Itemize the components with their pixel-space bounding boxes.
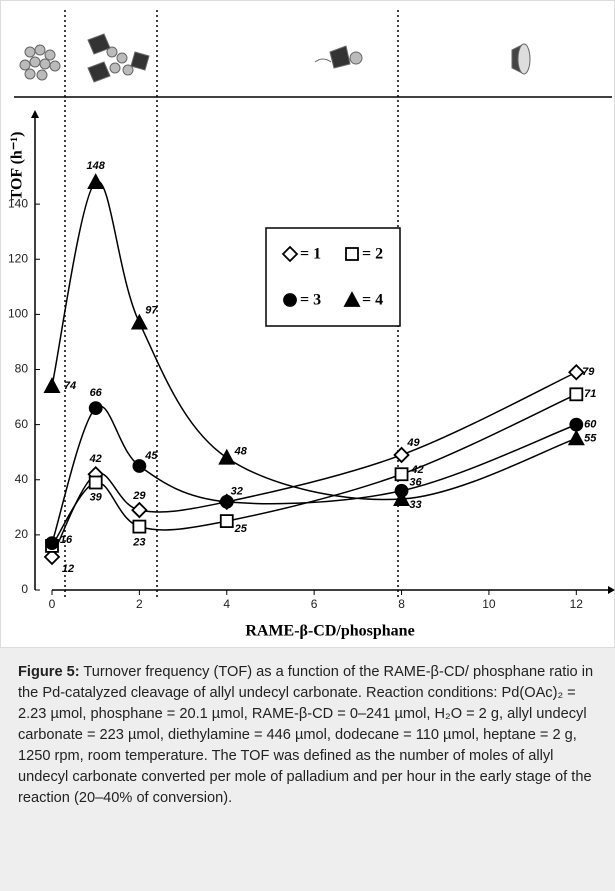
marker: [45, 536, 59, 551]
value-label: 29: [132, 490, 146, 502]
value-label: 12: [62, 563, 74, 575]
y-tick-label: 40: [15, 472, 29, 486]
marker: [393, 446, 410, 464]
value-label: 45: [144, 450, 158, 462]
marker: [569, 387, 584, 402]
y-tick-label: 120: [8, 251, 28, 265]
marker: [569, 417, 584, 432]
icons: [19, 33, 531, 83]
x-tick-label: 12: [570, 597, 584, 611]
legend: [265, 227, 401, 327]
marker: [88, 401, 103, 415]
y-tick-label: 20: [15, 527, 29, 541]
value-label: 66: [90, 387, 103, 399]
value-label: 79: [582, 366, 595, 378]
y-tick-label: 60: [15, 417, 29, 431]
legend-marker: [345, 247, 359, 261]
value-label: 42: [410, 464, 423, 476]
value-label: 33: [409, 499, 421, 511]
value-label: 71: [584, 388, 596, 400]
y-tick-label: 80: [15, 362, 29, 376]
y-tick-label: 0: [21, 582, 28, 596]
x-tick-label: 0: [49, 597, 56, 611]
value-label: 60: [584, 419, 597, 431]
y-tick-label: 100: [8, 307, 28, 321]
marker: [393, 490, 411, 506]
x-tick-label: 6: [311, 597, 318, 611]
marker: [131, 501, 148, 519]
marker: [87, 173, 105, 189]
y-axis-label: TOF (h⁻¹): [9, 132, 26, 201]
x-tick-label: 4: [223, 597, 230, 611]
chart: TOF (h⁻¹) RAME-β-CD/phosphane 0204060801…: [0, 0, 615, 648]
legend-marker: [281, 245, 299, 263]
value-label: 42: [89, 453, 102, 465]
legend-marker: [283, 293, 297, 307]
x-tick-label: 10: [482, 597, 496, 611]
marker: [219, 514, 234, 528]
marker: [218, 448, 236, 465]
legend-label: = 1: [300, 246, 321, 263]
caption: Figure 5: Turnover frequency (TOF) as a …: [0, 648, 615, 891]
series-line: [51, 405, 577, 544]
legend-label: = 2: [362, 246, 383, 263]
value-label: 49: [406, 437, 420, 449]
x-tick-label: 2: [136, 597, 143, 611]
value-label: 16: [60, 534, 73, 546]
marker: [132, 459, 147, 473]
legend-label: = 3: [300, 292, 321, 309]
y-arrow: [31, 110, 39, 118]
series-line: [51, 180, 577, 501]
marker: [132, 519, 147, 534]
marker: [43, 548, 61, 566]
value-label: 48: [234, 446, 248, 458]
caption-text: Turnover frequency (TOF) as a function o…: [18, 664, 594, 806]
legend-marker: [343, 291, 361, 307]
value-label: 36: [409, 477, 422, 489]
value-label: 32: [231, 486, 243, 498]
x-tick-label: 8: [398, 597, 405, 611]
marker: [568, 363, 585, 381]
marker: [567, 429, 585, 446]
marker: [43, 377, 61, 393]
value-label: 55: [584, 432, 597, 444]
x-arrow: [608, 586, 615, 594]
caption-label: Figure 5:: [18, 664, 80, 680]
marker: [88, 475, 103, 490]
value-label: 74: [64, 380, 76, 392]
legend-label: = 4: [362, 292, 383, 309]
y-tick-label: 140: [8, 196, 28, 210]
value-label: 148: [87, 160, 106, 172]
marker: [394, 467, 409, 482]
marker: [219, 494, 234, 509]
x-axis-label: RAME-β-CD/phosphane: [245, 623, 414, 640]
value-label: 25: [234, 523, 248, 535]
value-label: 23: [132, 537, 145, 549]
marker: [130, 313, 148, 330]
value-label: 39: [90, 491, 103, 503]
value-label: 97: [145, 305, 158, 317]
